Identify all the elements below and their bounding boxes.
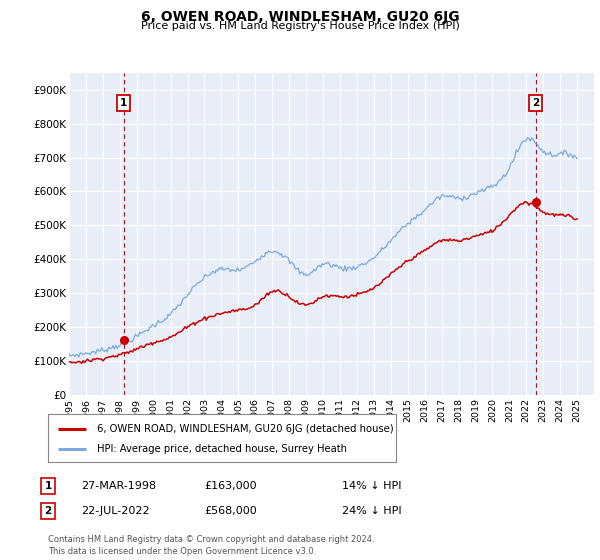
Text: 1: 1 (120, 99, 127, 108)
Text: 6, OWEN ROAD, WINDLESHAM, GU20 6JG: 6, OWEN ROAD, WINDLESHAM, GU20 6JG (140, 10, 460, 24)
Text: Contains HM Land Registry data © Crown copyright and database right 2024.
This d: Contains HM Land Registry data © Crown c… (48, 535, 374, 556)
Text: 6, OWEN ROAD, WINDLESHAM, GU20 6JG (detached house): 6, OWEN ROAD, WINDLESHAM, GU20 6JG (deta… (97, 424, 394, 433)
Text: 22-JUL-2022: 22-JUL-2022 (81, 506, 149, 516)
Text: 27-MAR-1998: 27-MAR-1998 (81, 481, 156, 491)
Text: £568,000: £568,000 (204, 506, 257, 516)
Text: £163,000: £163,000 (204, 481, 257, 491)
Text: 1: 1 (44, 481, 52, 491)
Text: 14% ↓ HPI: 14% ↓ HPI (342, 481, 401, 491)
Text: 24% ↓ HPI: 24% ↓ HPI (342, 506, 401, 516)
Text: 2: 2 (532, 99, 539, 108)
Text: 2: 2 (44, 506, 52, 516)
Text: HPI: Average price, detached house, Surrey Heath: HPI: Average price, detached house, Surr… (97, 444, 347, 454)
Text: Price paid vs. HM Land Registry's House Price Index (HPI): Price paid vs. HM Land Registry's House … (140, 21, 460, 31)
